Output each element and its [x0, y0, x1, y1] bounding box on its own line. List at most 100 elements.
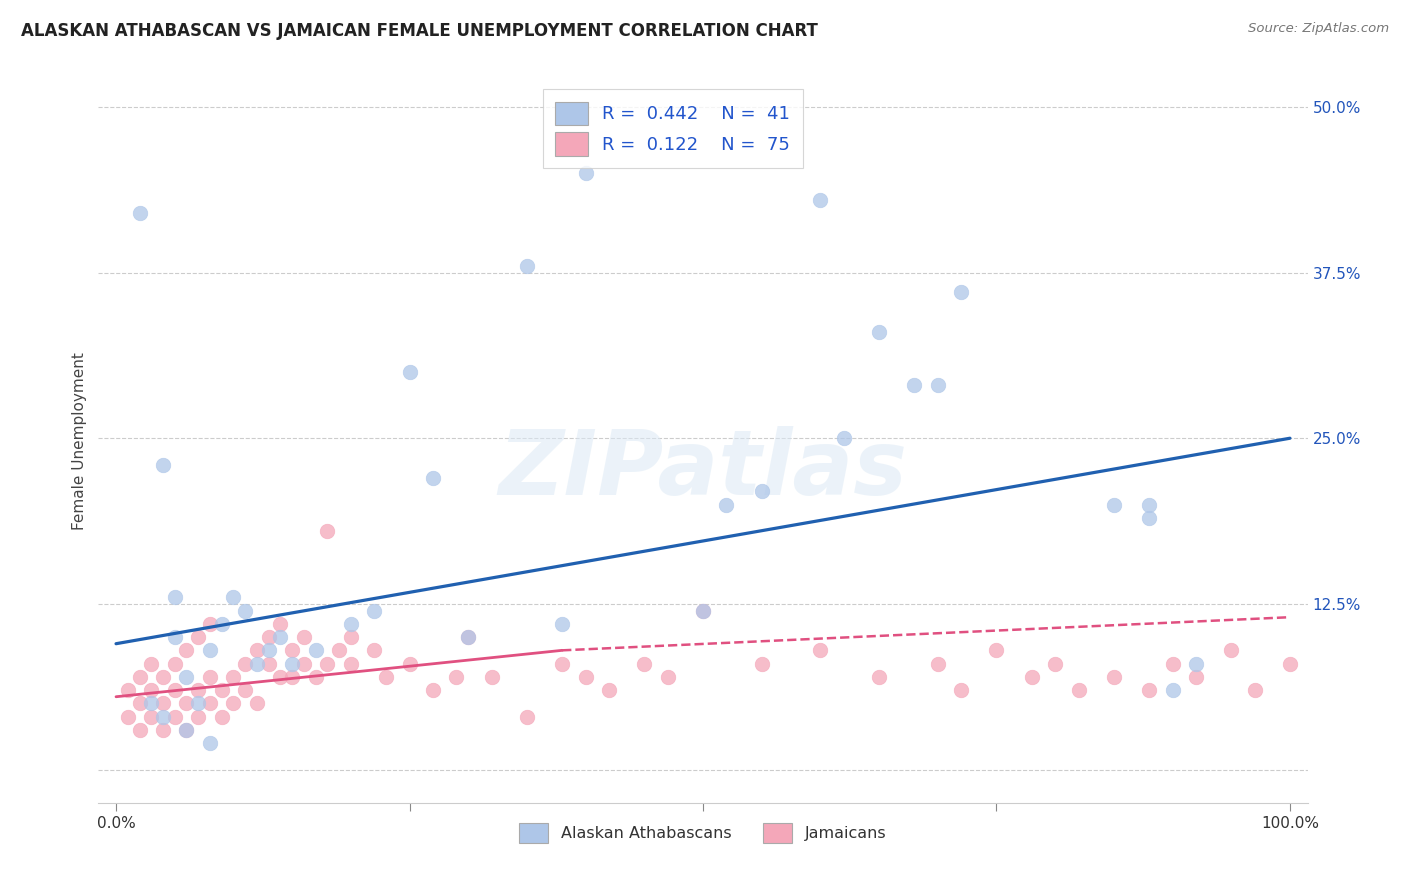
Point — [481, 670, 503, 684]
Point — [340, 616, 363, 631]
Point — [187, 630, 209, 644]
Point — [269, 630, 291, 644]
Point — [375, 670, 398, 684]
Point — [128, 206, 150, 220]
Point — [163, 709, 186, 723]
Point — [198, 697, 221, 711]
Point — [340, 630, 363, 644]
Point — [692, 603, 714, 617]
Point — [187, 683, 209, 698]
Point — [246, 697, 269, 711]
Point — [257, 657, 280, 671]
Point — [575, 166, 598, 180]
Point — [808, 193, 831, 207]
Point — [1278, 657, 1301, 671]
Point — [211, 683, 233, 698]
Point — [198, 670, 221, 684]
Point — [233, 657, 256, 671]
Point — [868, 670, 890, 684]
Point — [176, 643, 198, 657]
Point — [1161, 683, 1184, 698]
Point — [152, 458, 174, 472]
Point — [269, 670, 291, 684]
Point — [422, 471, 444, 485]
Point — [1185, 670, 1208, 684]
Point — [1067, 683, 1090, 698]
Point — [128, 697, 150, 711]
Point — [163, 657, 186, 671]
Point — [363, 603, 385, 617]
Point — [117, 709, 139, 723]
Text: ALASKAN ATHABASCAN VS JAMAICAN FEMALE UNEMPLOYMENT CORRELATION CHART: ALASKAN ATHABASCAN VS JAMAICAN FEMALE UN… — [21, 22, 818, 40]
Point — [163, 630, 186, 644]
Point — [751, 484, 773, 499]
Point — [292, 630, 315, 644]
Point — [832, 431, 855, 445]
Point — [152, 709, 174, 723]
Point — [198, 643, 221, 657]
Point — [363, 643, 385, 657]
Point — [692, 603, 714, 617]
Point — [927, 657, 949, 671]
Point — [446, 670, 468, 684]
Point — [575, 670, 598, 684]
Point — [903, 378, 925, 392]
Point — [233, 683, 256, 698]
Point — [187, 697, 209, 711]
Point — [986, 643, 1008, 657]
Point — [211, 616, 233, 631]
Point — [152, 723, 174, 737]
Point — [1185, 657, 1208, 671]
Point — [751, 657, 773, 671]
Point — [141, 697, 163, 711]
Point — [152, 670, 174, 684]
Point — [950, 683, 973, 698]
Point — [516, 709, 538, 723]
Point — [1220, 643, 1243, 657]
Point — [292, 657, 315, 671]
Point — [141, 657, 163, 671]
Text: Source: ZipAtlas.com: Source: ZipAtlas.com — [1249, 22, 1389, 36]
Point — [1137, 498, 1160, 512]
Legend: Alaskan Athabascans, Jamaicans: Alaskan Athabascans, Jamaicans — [513, 817, 893, 849]
Point — [1102, 670, 1125, 684]
Point — [187, 709, 209, 723]
Point — [1021, 670, 1043, 684]
Point — [176, 723, 198, 737]
Point — [457, 630, 479, 644]
Point — [1102, 498, 1125, 512]
Point — [304, 643, 326, 657]
Point — [633, 657, 655, 671]
Point — [1043, 657, 1066, 671]
Point — [304, 670, 326, 684]
Point — [1161, 657, 1184, 671]
Point — [328, 643, 350, 657]
Point — [163, 683, 186, 698]
Point — [128, 670, 150, 684]
Point — [398, 365, 420, 379]
Point — [246, 643, 269, 657]
Point — [398, 657, 420, 671]
Point — [716, 498, 738, 512]
Point — [808, 643, 831, 657]
Y-axis label: Female Unemployment: Female Unemployment — [72, 352, 87, 531]
Point — [598, 683, 620, 698]
Point — [1137, 683, 1160, 698]
Point — [233, 603, 256, 617]
Point — [1243, 683, 1265, 698]
Point — [141, 709, 163, 723]
Point — [222, 670, 245, 684]
Point — [316, 524, 339, 538]
Point — [128, 723, 150, 737]
Point — [198, 736, 221, 750]
Point — [927, 378, 949, 392]
Point — [868, 325, 890, 339]
Point — [316, 657, 339, 671]
Point — [176, 697, 198, 711]
Point — [950, 285, 973, 300]
Point — [657, 670, 679, 684]
Point — [1137, 510, 1160, 524]
Point — [246, 657, 269, 671]
Point — [222, 697, 245, 711]
Text: ZIPatlas: ZIPatlas — [499, 426, 907, 515]
